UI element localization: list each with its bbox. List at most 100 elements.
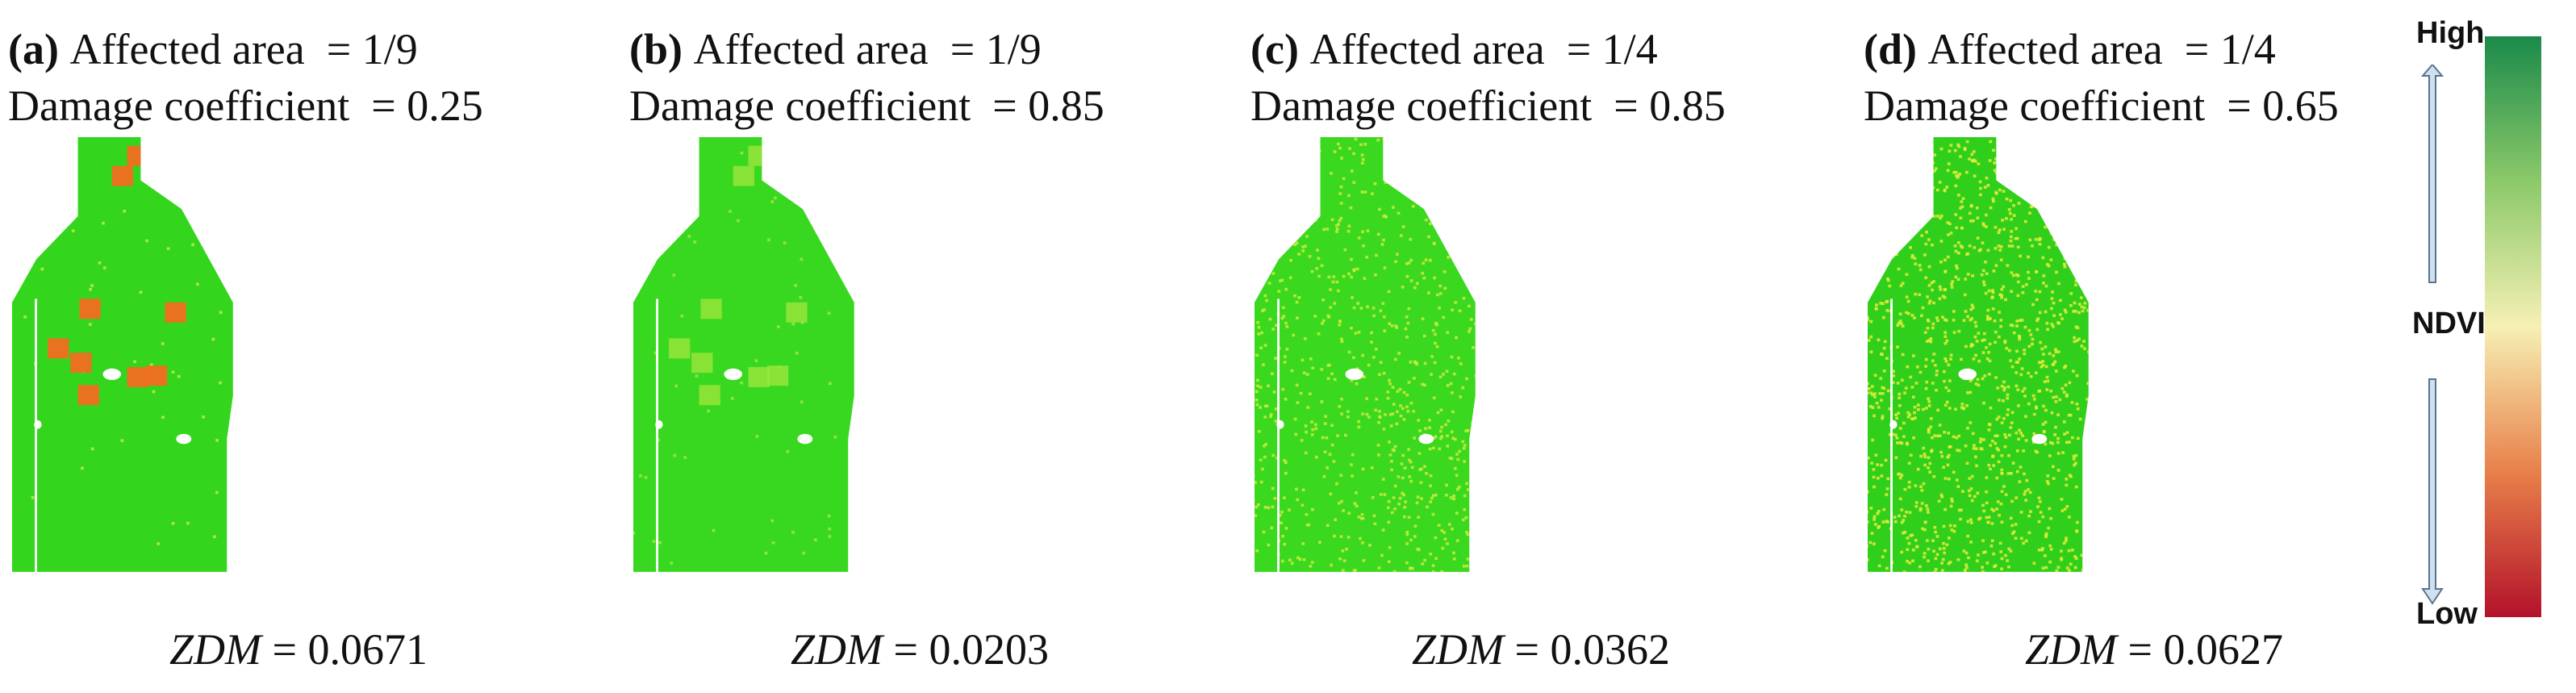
ndvi-speckle xyxy=(191,243,194,247)
ndvi-speckle xyxy=(1267,181,1271,184)
ndvi-speckle xyxy=(833,435,837,439)
ndvi-speckle xyxy=(1999,502,2003,506)
ndvi-speckle xyxy=(2039,156,2042,159)
ndvi-speckle xyxy=(1430,211,1434,215)
ndvi-speckle xyxy=(1251,196,1255,199)
ndvi-speckle xyxy=(1873,395,1877,399)
ndvi-speckle xyxy=(1376,232,1380,236)
damage-coefficient-label: Damage coefficient xyxy=(1864,81,2206,130)
ndvi-speckle xyxy=(1322,228,1326,232)
ndvi-speckle xyxy=(1906,559,1909,563)
ndvi-speckle xyxy=(1350,378,1354,382)
ndvi-speckle xyxy=(1885,156,1889,159)
ndvi-speckle xyxy=(1447,194,1451,198)
ndvi-speckle xyxy=(1464,153,1468,157)
ndvi-speckle xyxy=(1378,415,1382,419)
ndvi-speckle xyxy=(1933,434,1937,437)
ndvi-speckle xyxy=(1979,447,1983,450)
field-area xyxy=(12,137,233,572)
ndvi-speckle xyxy=(2068,571,2072,572)
ndvi-speckle xyxy=(1437,227,1441,231)
ndvi-speckle xyxy=(1902,570,1906,572)
ndvi-speckle xyxy=(1442,373,1445,376)
ndvi-speckle xyxy=(1947,389,1951,393)
ndvi-speckle xyxy=(1885,357,1889,361)
ndvi-speckle xyxy=(1911,548,1915,552)
ndvi-speckle xyxy=(1899,322,1903,325)
ndvi-speckle xyxy=(1392,496,1396,499)
ndvi-speckle xyxy=(1326,524,1330,528)
ndvi-speckle xyxy=(1399,404,1402,407)
ndvi-speckle xyxy=(1991,439,1994,443)
ndvi-speckle xyxy=(1342,509,1345,512)
ndvi-speckle xyxy=(1374,348,1378,351)
ndvi-speckle xyxy=(2002,161,2006,165)
ndvi-speckle xyxy=(2052,465,2055,469)
ndvi-speckle xyxy=(1984,261,1987,264)
panel-title: (a) Affected area = 1/9 Damage coefficie… xyxy=(8,21,483,134)
ndvi-speckle xyxy=(1359,307,1363,310)
ndvi-speckle xyxy=(1330,372,1334,376)
ndvi-speckle xyxy=(2045,480,2049,483)
ndvi-speckle xyxy=(1443,537,1447,541)
ndvi-speckle xyxy=(1880,353,1883,356)
ndvi-speckle xyxy=(1903,515,1906,518)
ndvi-speckle xyxy=(2041,363,2045,367)
ndvi-speckle xyxy=(1889,432,1892,436)
ndvi-speckle xyxy=(1387,499,1391,503)
ndvi-speckle xyxy=(2065,483,2069,487)
ndvi-speckle xyxy=(1967,489,1971,493)
ndvi-speckle xyxy=(2002,416,2006,420)
ndvi-speckle xyxy=(2085,271,2089,275)
ndvi-speckle xyxy=(1463,494,1467,498)
ndvi-speckle xyxy=(1917,407,1920,411)
ndvi-speckle xyxy=(1929,417,1933,420)
ndvi-speckle xyxy=(2081,173,2085,176)
ndvi-speckle xyxy=(2038,237,2042,240)
ndvi-speckle xyxy=(1304,424,1308,428)
ndvi-speckle xyxy=(1911,559,1914,562)
ndvi-speckle xyxy=(1337,289,1340,293)
ndvi-speckle xyxy=(1440,435,1444,438)
ndvi-speckle xyxy=(1924,242,1928,246)
ndvi-speckle xyxy=(1879,211,1882,215)
ndvi-speckle xyxy=(1459,146,1462,149)
ndvi-speckle xyxy=(1366,305,1369,309)
ndvi-speckle xyxy=(2014,273,2019,277)
ndvi-speckle xyxy=(1877,253,1881,257)
ndvi-speckle xyxy=(2088,420,2089,424)
ndvi-speckle xyxy=(1865,545,1868,548)
ndvi-speckle xyxy=(2018,428,2022,432)
ndvi-speckle xyxy=(1301,358,1305,362)
ndvi-speckle xyxy=(1990,539,1994,542)
ndvi-speckle xyxy=(1429,258,1432,262)
ndvi-speckle xyxy=(1943,357,1948,361)
ndvi-speckle xyxy=(1995,447,1999,450)
ndvi-speckle xyxy=(1945,339,1949,343)
ndvi-speckle xyxy=(1290,369,1294,373)
ndvi-speckle xyxy=(1313,315,1317,318)
ndvi-speckle xyxy=(1936,215,1939,218)
ndvi-speckle xyxy=(2044,345,2048,349)
ndvi-speckle xyxy=(672,273,676,277)
ndvi-speckle xyxy=(2016,294,2020,298)
ndvi-speckle xyxy=(2056,321,2060,324)
ndvi-speckle xyxy=(1895,416,1899,420)
ndvi-speckle xyxy=(2077,303,2081,306)
ndvi-speckle xyxy=(1914,504,1918,508)
ndvi-speckle xyxy=(1952,171,1956,174)
ndvi-speckle xyxy=(2001,219,2004,222)
ndvi-speckle xyxy=(1916,165,1920,168)
ndvi-speckle xyxy=(1918,264,1922,267)
ndvi-speckle xyxy=(1977,359,1981,363)
ndvi-speckle xyxy=(1927,265,1931,269)
ndvi-speckle xyxy=(139,290,143,294)
ndvi-speckle xyxy=(1931,382,1935,385)
ndvi-speckle xyxy=(1451,410,1455,414)
legend-low-label: Low xyxy=(2416,597,2478,631)
zdm-symbol: ZDM xyxy=(2025,625,2118,674)
ndvi-speckle xyxy=(2081,151,2085,155)
ndvi-speckle xyxy=(1868,315,1869,319)
ndvi-speckle xyxy=(1405,561,1409,565)
ndvi-speckle xyxy=(2029,333,2033,336)
